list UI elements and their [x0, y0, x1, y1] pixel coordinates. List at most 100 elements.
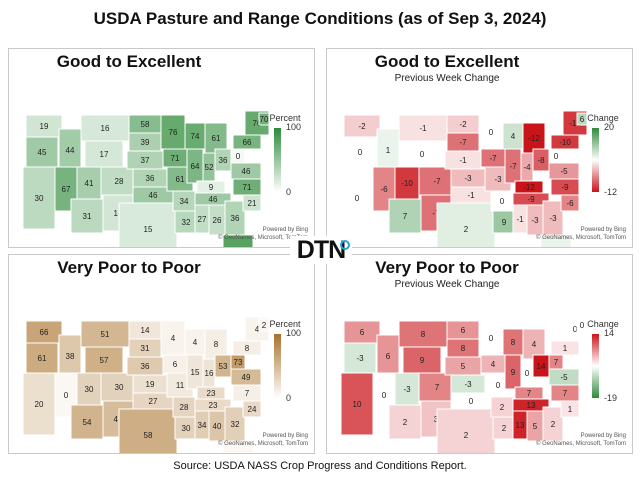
legend: Change 20 -12: [578, 113, 628, 213]
state-value-label-il: 9: [511, 368, 516, 377]
state-value-label-ok: 46: [149, 191, 158, 200]
map-credit-sources: © GeoNames, Microsoft, TomTom: [536, 441, 626, 447]
state-value-label-fl: 0: [236, 452, 241, 453]
state-value-label-sd: 31: [141, 344, 150, 353]
state-value-label-ar: 28: [180, 403, 189, 412]
state-value-label-or: -3: [356, 354, 364, 363]
state-value-label-mi: 4: [532, 340, 537, 349]
state-vt: [576, 318, 587, 332]
legend-title: Change: [587, 113, 619, 123]
state-value-label-wi: 4: [193, 338, 198, 347]
state-value-label-il: -7: [509, 162, 517, 171]
state-value-label-id: 1: [386, 146, 391, 155]
state-value-label-pa: 8: [245, 344, 250, 353]
state-value-label-ca: 10: [353, 400, 362, 409]
state-value-label-fl: 84: [234, 246, 243, 247]
state-value-label-ok: 0: [469, 397, 474, 406]
state-value-label-ia: -7: [489, 154, 497, 163]
map-credit-bing: Powered by Bing: [580, 227, 626, 233]
state-value-label-ny: 0: [573, 325, 578, 334]
state-value-label-nm: 47: [114, 415, 123, 424]
state-value-label-ks: 36: [146, 174, 155, 183]
state-fl: [222, 440, 254, 453]
state-value-label-tn: 23: [209, 401, 218, 410]
state-value-label-vt: 70: [260, 115, 269, 124]
state-value-label-or: 0: [358, 148, 363, 157]
state-value-label-az: 7: [403, 212, 408, 221]
state-value-label-or: 45: [38, 148, 47, 157]
state-value-label-va: 46: [242, 167, 251, 176]
state-value-label-al: 5: [533, 422, 538, 431]
state-vt: [576, 112, 587, 126]
state-value-label-ia: 6: [173, 360, 178, 369]
panel-very-poor-poor: Very Poor to Poor 66 61 20 38 0 51 57 30 54 30 47 1…: [8, 254, 315, 454]
state-value-label-ga: 2: [551, 420, 556, 429]
state-value-label-mt: 16: [101, 124, 110, 133]
state-value-label-ny: 4: [255, 325, 260, 334]
state-value-label-la: 2: [502, 424, 507, 433]
state-value-label-tx: 15: [144, 225, 153, 234]
state-az: [388, 198, 422, 234]
state-value-label-oh: 14: [537, 362, 546, 371]
state-value-label-ne: 37: [141, 156, 150, 165]
state-value-label-wy: 0: [420, 150, 425, 159]
state-value-label-ms: 27: [198, 215, 207, 224]
state-value-label-or: 61: [38, 354, 47, 363]
state-value-label-tn: 46: [209, 195, 218, 204]
us-state-map: -2001-10-6-107-7-7-2-7-1-3-120-7-3094-7-…: [340, 110, 587, 247]
legend-color-bar: [592, 334, 599, 398]
state-value-label-ny: 76: [253, 119, 262, 128]
state-value-label-ok: -1: [467, 191, 475, 200]
state-value-label-wy: 9: [420, 356, 425, 365]
state-value-label-nm: 18: [114, 209, 123, 218]
state-value-label-ca: 20: [35, 400, 44, 409]
state-value-label-nd: 6: [461, 326, 466, 335]
state-value-label-az: 54: [83, 418, 92, 427]
state-value-label-nc: -9: [561, 183, 569, 192]
state-value-label-wy: 17: [100, 150, 109, 159]
state-value-label-sc: -6: [566, 199, 574, 208]
state-va: [548, 368, 580, 386]
state-value-label-va: -5: [560, 167, 568, 176]
legend: Percent 100 0: [260, 113, 310, 213]
us-state-map: 6661203805157305430471431361927584611283…: [22, 316, 269, 453]
state-value-label-mi: 8: [214, 340, 219, 349]
state-value-label-sd: 8: [461, 344, 466, 353]
state-va: [230, 162, 262, 180]
state-value-label-mt: -1: [419, 124, 427, 133]
state-value-label-pa: 66: [243, 138, 252, 147]
state-value-label-ga: -3: [549, 214, 557, 223]
state-value-label-oh: -8: [537, 156, 545, 165]
state-value-label-wa: 6: [360, 328, 365, 337]
state-or: [25, 136, 59, 168]
state-value-label-co: 30: [115, 383, 124, 392]
state-value-label-co: -7: [433, 177, 441, 186]
state-value-label-tn: -9: [527, 195, 535, 204]
state-value-label-ga: 32: [231, 420, 240, 429]
state-value-label-az: 31: [83, 212, 92, 221]
dtn-logo-text: DTN: [296, 236, 346, 264]
state-value-label-oh: 53: [219, 362, 228, 371]
state-value-label-ar: 34: [180, 197, 189, 206]
state-value-label-ks: -3: [464, 174, 472, 183]
state-value-label-co: 7: [435, 383, 440, 392]
state-value-label-nc: 71: [243, 183, 252, 192]
state-value-label-nv: 67: [62, 185, 71, 194]
state-value-label-tx: 2: [464, 431, 469, 440]
logo-dot-icon: [340, 240, 350, 250]
state-value-label-ut: -10: [401, 179, 413, 188]
state-value-label-wi: 8: [511, 338, 516, 347]
state-value-label-mo: -3: [494, 175, 502, 184]
state-value-label-in: 52: [205, 163, 214, 172]
state-value-label-ms: 13: [516, 421, 525, 430]
state-value-label-mn: 0: [489, 128, 494, 137]
state-value-label-ky: -12: [523, 183, 535, 192]
state-value-label-ms: 34: [198, 421, 207, 430]
state-value-label-la: 32: [182, 218, 191, 227]
panel-subtitle: Previous Week Change: [394, 73, 500, 84]
panel-good-excellent-change: Good to Excellent Previous Week Change -…: [326, 48, 633, 248]
state-ut: [76, 166, 102, 200]
legend-title: Percent: [269, 113, 301, 123]
state-value-label-co: 28: [115, 177, 124, 186]
legend-min: 0: [286, 393, 292, 403]
